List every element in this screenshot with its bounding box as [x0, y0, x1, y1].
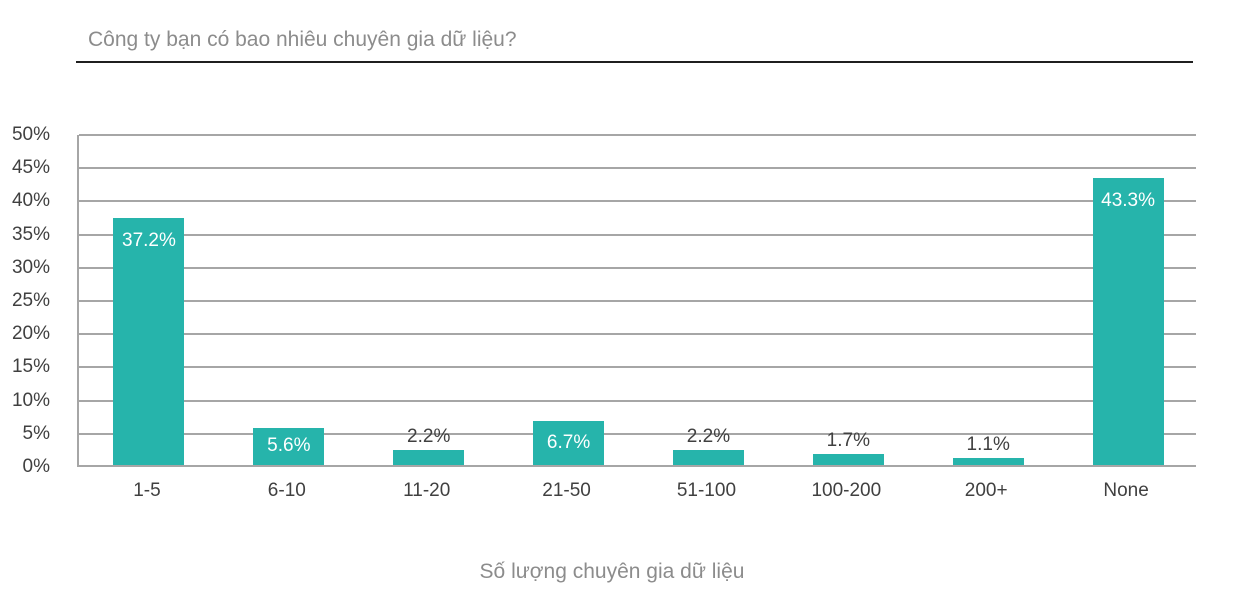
- bar: [812, 453, 884, 465]
- y-tick-label: 30%: [11, 256, 50, 278]
- bar-value-label: 2.2%: [407, 426, 451, 448]
- x-axis-title: Số lượng chuyên gia dữ liệu: [479, 560, 745, 583]
- gridline: [79, 333, 1196, 336]
- bar-value-label: 1.7%: [826, 429, 870, 451]
- plot-area: 37.2% 5.6% 2.2% 6.7% 2.2% 1.7% 1.1% 43.3%: [77, 134, 1196, 467]
- gridline: [79, 432, 1196, 435]
- y-tick-label: 20%: [11, 323, 50, 345]
- category-label: 21-50: [542, 480, 591, 501]
- category-label: 1-5: [133, 480, 161, 501]
- chart-title: Công ty bạn có bao nhiêu chuyên gia dữ l…: [88, 28, 517, 51]
- y-tick-label: 0%: [22, 456, 50, 477]
- bar: 43.3%: [1092, 177, 1164, 465]
- bar-value-label: 6.7%: [546, 431, 591, 453]
- y-tick-label: 15%: [11, 356, 50, 378]
- gridline: [79, 134, 1196, 136]
- y-tick-label: 40%: [11, 190, 50, 212]
- category-label: 51-100: [676, 480, 737, 501]
- bar: [393, 450, 465, 465]
- gridline: [79, 200, 1196, 203]
- gridline: [79, 366, 1196, 369]
- bar-value-label: 5.6%: [267, 435, 311, 457]
- bar: 5.6%: [253, 427, 325, 465]
- bar: 37.2%: [113, 218, 185, 465]
- bar-value-label: 2.2%: [686, 426, 731, 448]
- bar: [672, 450, 744, 465]
- gridline: [79, 167, 1196, 170]
- y-tick-label: 35%: [11, 223, 50, 245]
- y-tick-label: 5%: [22, 422, 50, 444]
- bar-value-label: 1.1%: [966, 433, 1010, 455]
- gridline: [79, 266, 1196, 269]
- category-label: 200+: [964, 480, 1008, 501]
- category-label: 100-200: [811, 480, 882, 501]
- bar-value-label: 37.2%: [122, 230, 176, 251]
- category-label: None: [1103, 480, 1149, 501]
- bar: [952, 457, 1024, 465]
- y-tick-label: 50%: [11, 124, 50, 145]
- title-underline: [76, 61, 1193, 63]
- category-label: 11-20: [403, 480, 451, 501]
- bar: 6.7%: [533, 420, 605, 465]
- y-tick-label: 25%: [11, 290, 50, 311]
- y-tick-label: 10%: [11, 389, 50, 411]
- gridline: [79, 233, 1196, 236]
- gridline: [79, 300, 1196, 302]
- bar-value-label: 43.3%: [1101, 189, 1155, 211]
- y-tick-label: 45%: [11, 157, 50, 179]
- category-label: 6-10: [267, 480, 306, 501]
- gridline: [79, 399, 1196, 402]
